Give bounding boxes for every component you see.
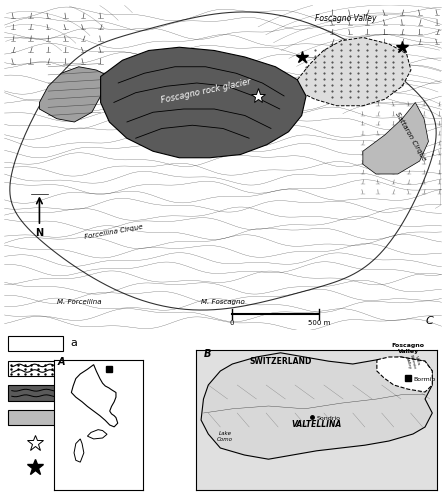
Text: c: c (70, 388, 77, 398)
Text: Lake
Como: Lake Como (217, 431, 233, 442)
Polygon shape (377, 357, 432, 392)
Text: 0: 0 (230, 320, 234, 326)
Text: Bormio: Bormio (413, 377, 435, 382)
Text: Foscagno
Valley: Foscagno Valley (392, 343, 425, 354)
Text: N: N (35, 228, 44, 238)
Text: Viola
Bormio
Valley: Viola Bormio Valley (405, 353, 421, 370)
Text: Sattaron Cirque: Sattaron Cirque (394, 111, 427, 162)
Text: A: A (58, 356, 66, 366)
Text: e: e (70, 438, 78, 448)
Text: B: B (203, 349, 211, 359)
Text: VALTELLINA: VALTELLINA (292, 420, 342, 429)
Text: b: b (70, 363, 78, 373)
Text: 500 m: 500 m (308, 320, 330, 326)
Text: f: f (70, 462, 74, 472)
Bar (8, 360, 63, 376)
Bar (8, 410, 63, 426)
Text: Foscagno Valley: Foscagno Valley (314, 14, 376, 23)
Bar (8, 386, 63, 400)
Text: M. Forcellina: M. Forcellina (57, 299, 101, 305)
Polygon shape (39, 66, 109, 122)
Text: SWITZERLAND: SWITZERLAND (249, 357, 312, 366)
Text: Sondrio: Sondrio (317, 416, 341, 421)
Polygon shape (101, 48, 306, 158)
Text: d: d (70, 413, 78, 423)
Polygon shape (201, 353, 432, 459)
Polygon shape (297, 38, 411, 106)
Polygon shape (196, 350, 437, 490)
Text: M. Foscagno: M. Foscagno (201, 299, 245, 305)
Text: Foscagno rock glacier: Foscagno rock glacier (160, 76, 252, 104)
Polygon shape (363, 102, 429, 174)
Text: C: C (425, 316, 433, 326)
Text: Forcellina Cirque: Forcellina Cirque (84, 224, 144, 240)
Bar (8, 336, 63, 351)
Text: a: a (70, 338, 78, 348)
